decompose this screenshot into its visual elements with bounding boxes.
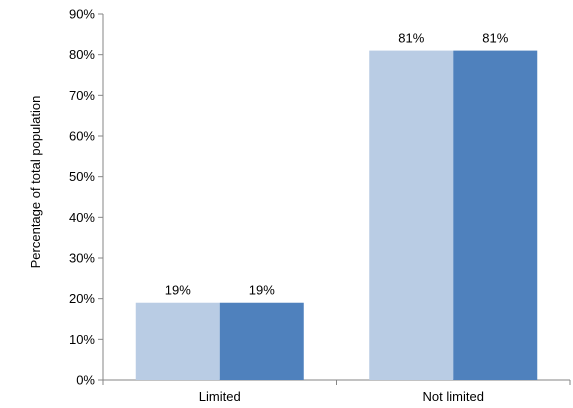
y-tick-label: 80% — [69, 47, 95, 62]
bar-data-label: 81% — [482, 31, 508, 46]
bar — [453, 50, 538, 380]
bar — [219, 302, 304, 380]
bar-data-label: 19% — [165, 283, 191, 298]
bar — [135, 302, 220, 380]
bar — [369, 50, 454, 380]
y-tick-label: 40% — [69, 210, 95, 225]
y-tick-label: 60% — [69, 129, 95, 144]
y-ticks: 0% 10% 20% 30% 40% 50% 60% 70% 80% 90% — [69, 7, 103, 388]
y-tick-label: 0% — [76, 373, 95, 388]
bars — [135, 50, 538, 380]
bar-data-label: 81% — [398, 31, 424, 46]
x-tick-label: Limited — [199, 389, 241, 404]
x-ticks: Limited Not limited — [102, 380, 571, 404]
y-tick-label: 10% — [69, 332, 95, 347]
data-labels: 19% 19% 81% 81% — [165, 31, 509, 298]
bar-data-label: 19% — [249, 283, 275, 298]
y-tick-label: 50% — [69, 169, 95, 184]
y-tick-label: 20% — [69, 291, 95, 306]
y-tick-label: 70% — [69, 88, 95, 103]
x-tick-label: Not limited — [423, 389, 484, 404]
y-tick-label: 30% — [69, 251, 95, 266]
y-axis-title: Percentage of total population — [28, 96, 43, 269]
y-tick-label: 90% — [69, 7, 95, 22]
